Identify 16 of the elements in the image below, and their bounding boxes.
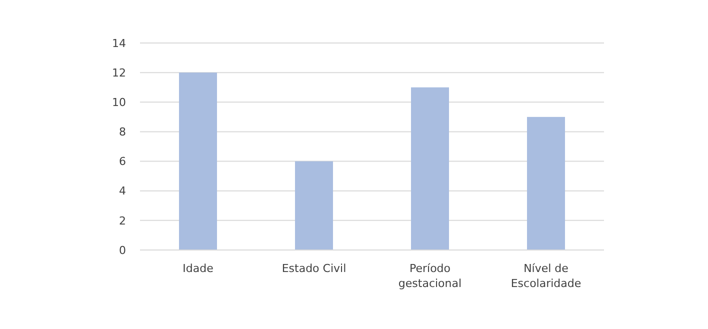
x-tick-label: Estado Civil [282,262,346,275]
y-tick-label: 10 [112,96,126,109]
bar [295,161,333,250]
y-tick-label: 14 [112,36,126,50]
y-tick-label: 2 [119,214,126,228]
bar [179,72,217,250]
bar [411,87,449,250]
bar [527,116,565,250]
y-tick-label: 6 [119,155,126,168]
y-tick-label: 4 [119,184,126,198]
x-tick-label: Idade [182,262,214,275]
x-tick-label: Período gestacional [398,262,462,290]
y-tick-label: 8 [119,126,126,139]
x-tick-label: Nível de Escolaridade [510,262,582,290]
y-tick-label: 0 [119,244,126,257]
y-tick-label: 12 [112,66,126,80]
